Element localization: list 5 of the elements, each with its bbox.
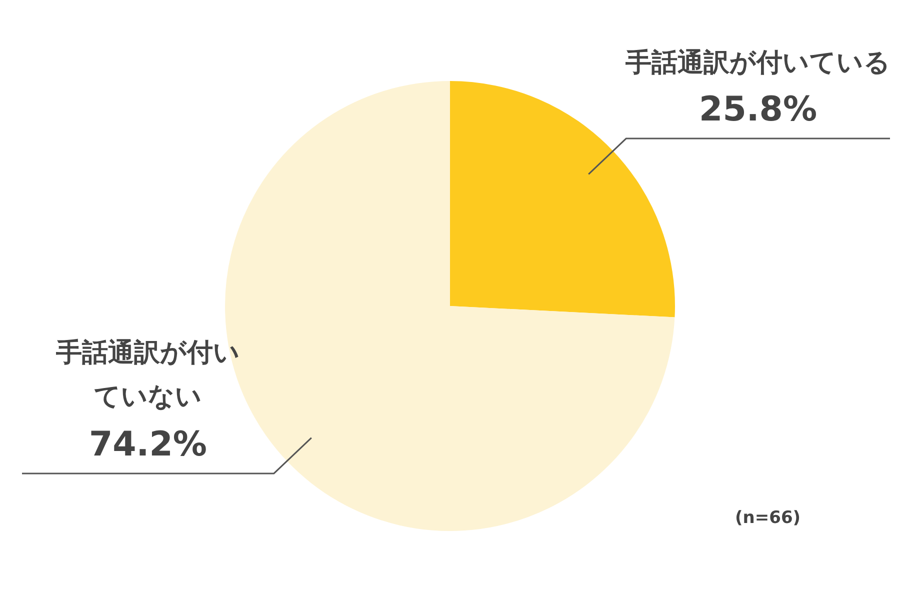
data-label: 74.2% bbox=[88, 424, 207, 464]
slice-label: 手話通訳が付いていない bbox=[54, 337, 241, 414]
text: (n=66) bbox=[735, 508, 801, 528]
slice-label: 手話通訳が付いている bbox=[624, 46, 892, 80]
data-label: 25.8% bbox=[699, 90, 818, 130]
